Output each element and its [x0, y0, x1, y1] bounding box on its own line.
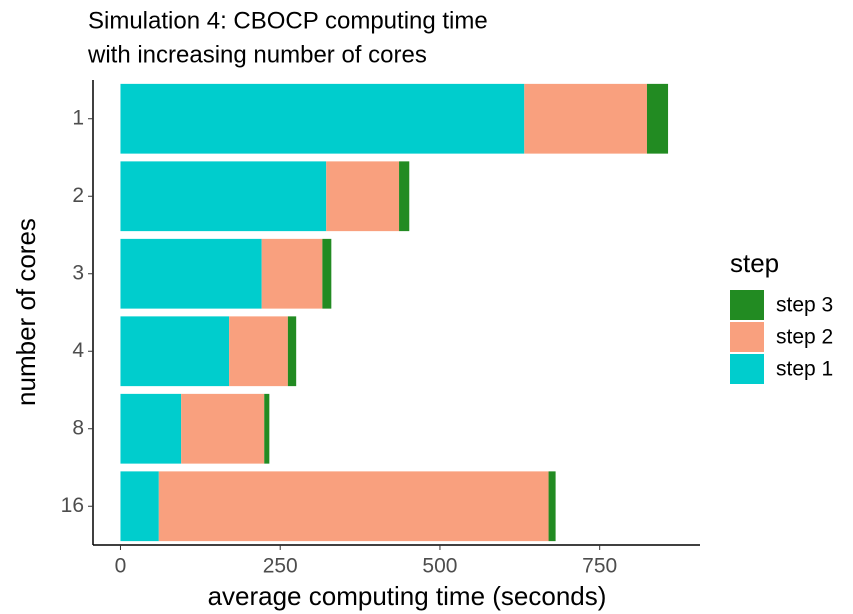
bar-segment — [646, 83, 669, 154]
x-tick-label: 500 — [422, 555, 457, 578]
bar-segment — [120, 471, 159, 542]
bar-segment — [229, 316, 288, 387]
y-tick-label: 2 — [72, 184, 84, 207]
bar-segment — [287, 316, 297, 387]
y-tick-label: 4 — [72, 339, 84, 362]
legend-swatch — [730, 290, 764, 320]
y-tick-label: 3 — [72, 261, 84, 284]
bar-segment — [181, 393, 265, 464]
bar-segment — [548, 471, 556, 542]
bar-segment — [322, 238, 332, 309]
bar-segment — [120, 161, 327, 232]
legend-title: step — [730, 248, 779, 278]
legend-label: step 1 — [776, 358, 833, 381]
bar-segment — [120, 316, 230, 387]
chart-title: Simulation 4: CBOCP computing time — [88, 7, 488, 34]
bar-segment — [158, 471, 549, 542]
x-tick-label: 0 — [115, 555, 127, 578]
bar-segment — [326, 161, 400, 232]
bar-segment — [120, 238, 262, 309]
y-tick-label: 8 — [72, 416, 84, 439]
x-tick-label: 250 — [263, 555, 298, 578]
x-axis-title: average computing time (seconds) — [208, 581, 607, 611]
chart-subtitle: with increasing number of cores — [87, 41, 427, 68]
bar-segment — [120, 83, 525, 154]
legend-label: step 3 — [776, 294, 833, 317]
legend-label: step 2 — [776, 326, 833, 349]
y-tick-label: 16 — [61, 494, 84, 517]
y-tick-label: 1 — [72, 106, 84, 129]
legend-swatch — [730, 354, 764, 384]
bar-segment — [264, 393, 270, 464]
x-tick-label: 750 — [582, 555, 617, 578]
y-axis-title: number of cores — [11, 218, 41, 406]
legend-swatch — [730, 322, 764, 352]
bar-segment — [399, 161, 410, 232]
bar-segment — [261, 238, 323, 309]
bar-segment — [120, 393, 182, 464]
bar-segment — [524, 83, 647, 154]
